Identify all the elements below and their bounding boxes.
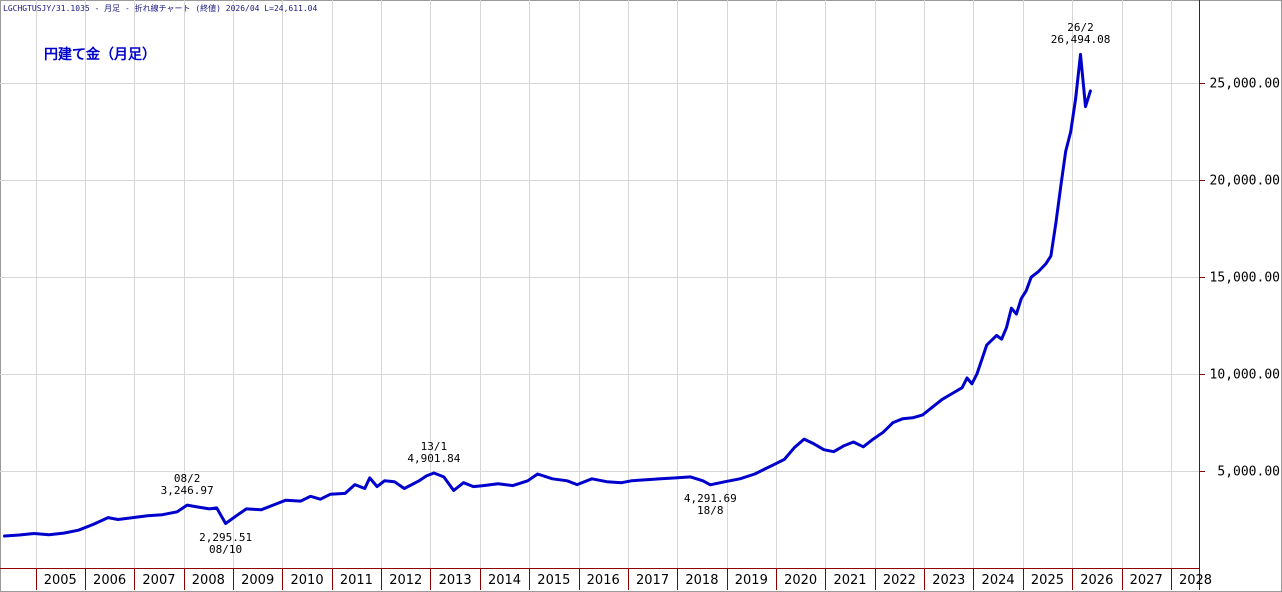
- x-tick-label-2023: 2023: [932, 573, 965, 588]
- x-tick-label-2007: 2007: [142, 573, 175, 588]
- x-tick-label-2012: 2012: [389, 573, 422, 588]
- x-tick-label-2017: 2017: [636, 573, 669, 588]
- x-tick-label-2020: 2020: [784, 573, 817, 588]
- annotation-08-2: 08/2 3,246.97: [161, 473, 214, 497]
- axis-layer: 2005 2006 2007 2008 2009 2010 2011 2012 2013 2014…: [36, 77, 1280, 590]
- x-tick-label-2025: 2025: [1031, 573, 1064, 588]
- x-tick-label-2014: 2014: [488, 573, 521, 588]
- x-tick-label-2018: 2018: [685, 573, 718, 588]
- x-tick-label-2028: 2028: [1179, 573, 1212, 588]
- annotation-date: 18/8: [697, 503, 724, 517]
- y-tick-label-20000: 20,000.00: [1210, 174, 1280, 189]
- x-tick-label-2019: 2019: [735, 573, 768, 588]
- price-line-series: [3, 52, 1092, 538]
- annotation-value: 4,901.84: [407, 451, 461, 465]
- x-tick-label-2006: 2006: [93, 573, 126, 588]
- x-tick-label-2013: 2013: [439, 573, 472, 588]
- x-tick-label-2027: 2027: [1130, 573, 1163, 588]
- x-tick-label-2011: 2011: [340, 573, 373, 588]
- chart-title: 円建て金（月足）: [44, 47, 156, 63]
- annotation-date: 26/2: [1067, 21, 1094, 35]
- line-layer: [3, 52, 1092, 538]
- x-tick-label-2008: 2008: [192, 573, 225, 588]
- x-tick-label-2015: 2015: [537, 573, 570, 588]
- x-tick-label-2021: 2021: [833, 573, 866, 588]
- x-tick-label-2005: 2005: [44, 573, 77, 588]
- annotation-value: 3,246.97: [160, 484, 214, 498]
- y-tick-label-5000: 5,000.00: [1217, 465, 1280, 480]
- x-tick-label-2024: 2024: [982, 573, 1015, 588]
- annotation-26-2: 26/2 26,494.08: [1051, 22, 1111, 46]
- annotation-13-1: 13/1 4,901.84: [407, 439, 461, 465]
- annotation-date: 08/2: [173, 472, 201, 486]
- x-tick-label-2016: 2016: [587, 573, 620, 588]
- annotation-date: 13/1: [420, 439, 448, 453]
- annotation-18-8: 4,291.69 18/8: [683, 491, 737, 517]
- annotation-value: 26,494.08: [1050, 33, 1111, 47]
- annotation-date: 08/10: [209, 542, 243, 556]
- x-tick-label-2022: 2022: [883, 573, 916, 588]
- y-tick-label-10000: 10,000.00: [1210, 368, 1280, 383]
- y-tick-label-15000: 15,000.00: [1210, 271, 1280, 286]
- chart-header-info: LGCHGTUSJY/31.1035 - 月足 - 折れ線チャート (終値) 2…: [3, 4, 318, 13]
- x-tick-label-2026: 2026: [1080, 573, 1113, 588]
- y-tick-label-25000: 25,000.00: [1210, 77, 1280, 92]
- annotation-08-10: 2,295.51 08/10: [199, 530, 253, 556]
- annotation-value: 2,295.51: [199, 530, 253, 544]
- annotation-value: 4,291.69: [683, 491, 737, 505]
- x-tick-label-2009: 2009: [241, 573, 274, 588]
- x-tick-label-2010: 2010: [291, 573, 324, 588]
